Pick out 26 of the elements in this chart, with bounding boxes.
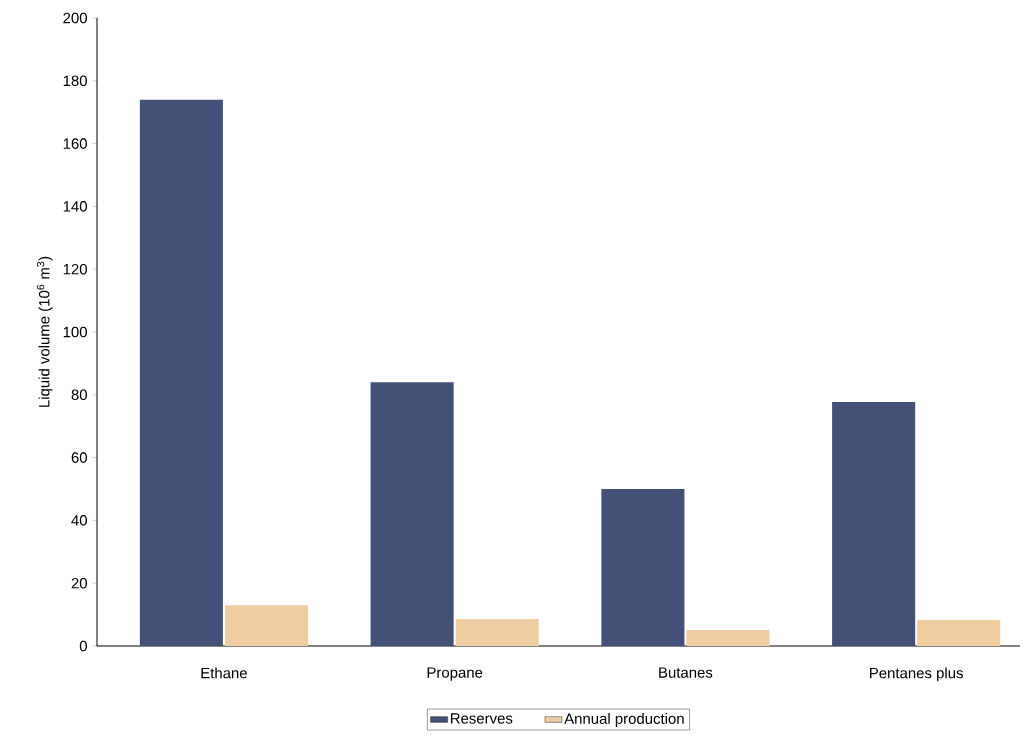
x-tick-label: Pentanes plus (870, 667, 963, 682)
bar (601, 489, 685, 646)
y-tick-label: 100 (63, 326, 87, 338)
y-tick-label: 160 (63, 138, 87, 149)
legend-label: Reserves (450, 713, 513, 724)
bar (139, 99, 223, 646)
y-tick-label: 140 (63, 201, 87, 212)
bar (455, 619, 539, 646)
y-tick-label: 40 (71, 515, 87, 526)
y-tick-label: 120 (63, 263, 87, 275)
bar (686, 629, 770, 646)
x-tick-label: Ethane (201, 667, 247, 679)
x-tick-label: Propane (427, 667, 483, 681)
y-tick-label: 200 (63, 12, 87, 24)
y-tick-label: 80 (71, 389, 87, 401)
legend-label: Annual production (564, 712, 684, 727)
bar (917, 619, 1001, 646)
x-tick-label: Butanes (659, 667, 713, 678)
y-tick-label: 60 (71, 452, 87, 463)
bar (832, 402, 916, 646)
y-axis-title: Liquid volume (10$^{6}$ m$^{3}$) (36, 256, 53, 407)
y-tick-label: 20 (71, 577, 87, 589)
y-tick-label: 0 (79, 640, 87, 652)
bar (370, 382, 454, 646)
bar (224, 605, 308, 646)
y-tick-label: 180 (63, 75, 87, 87)
